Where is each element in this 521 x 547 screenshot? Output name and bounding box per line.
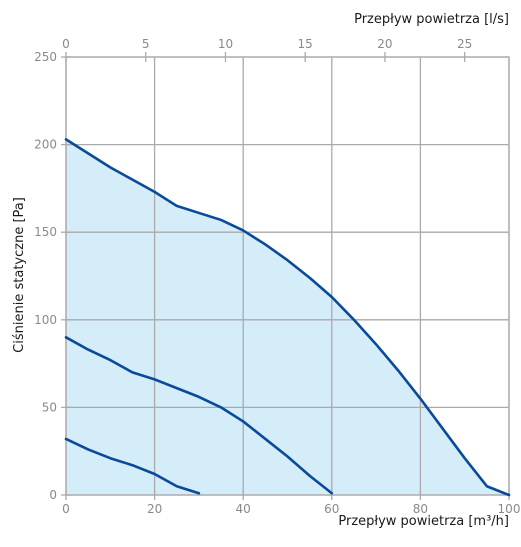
series-layer — [64, 138, 511, 497]
series-3-line — [64, 437, 201, 495]
series-1-line — [64, 138, 511, 497]
x-top-tick-label: 0 — [62, 37, 70, 51]
y-tick-label: 150 — [34, 225, 57, 239]
x-bottom-tick-label: 0 — [62, 502, 70, 516]
series-2-line — [64, 336, 334, 495]
x-bottom-tick-label: 60 — [324, 502, 339, 516]
y-tick-label: 50 — [42, 400, 57, 414]
x-bottom-tick-label: 100 — [498, 502, 521, 516]
y-tick-label: 100 — [34, 313, 57, 327]
x-top-tick-label: 25 — [457, 37, 472, 51]
x-top-tick-label: 15 — [298, 37, 313, 51]
x-bottom-tick-label: 80 — [413, 502, 428, 516]
y-tick-label: 250 — [34, 50, 57, 64]
x-top-tick-label: 20 — [377, 37, 392, 51]
x-top-tick-label: 10 — [218, 37, 233, 51]
y-tick-label: 200 — [34, 138, 57, 152]
bottom-axis-title: Przepływ powietrza [m³/h] — [338, 514, 509, 529]
x-bottom-tick-label: 40 — [236, 502, 251, 516]
x-bottom-tick-label: 20 — [147, 502, 162, 516]
top-axis-title: Przepływ powietrza [l/s] — [354, 12, 509, 27]
grid-layer — [61, 52, 510, 500]
y-tick-label: 0 — [49, 488, 57, 502]
y-axis-title: Ciśnienie statyczne [Pa] — [12, 197, 27, 353]
fill-layer — [66, 139, 509, 495]
x-top-tick-label: 5 — [142, 37, 150, 51]
series-1-area — [66, 139, 509, 495]
